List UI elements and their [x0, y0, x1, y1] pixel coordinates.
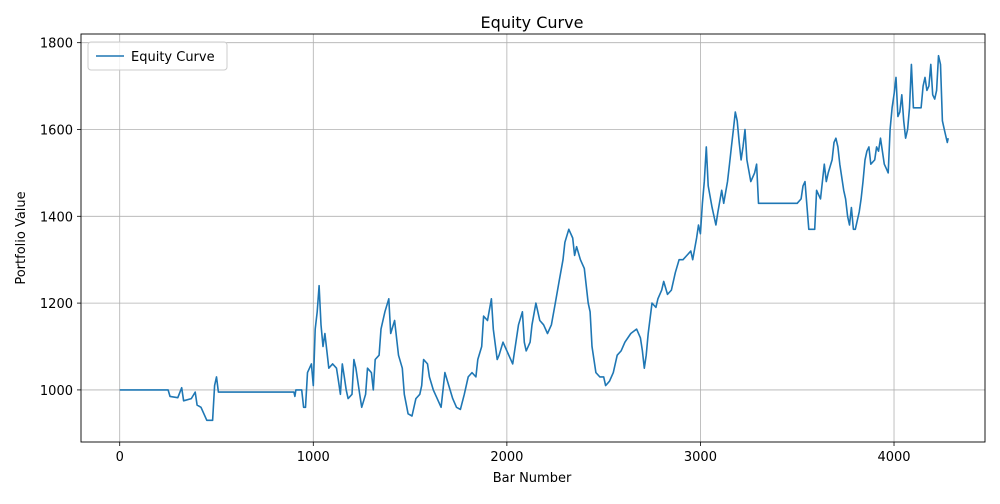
y-tick-label: 1200	[40, 297, 73, 312]
x-tick-label: 2000	[490, 450, 523, 465]
y-tick-label: 1800	[40, 37, 73, 52]
series-line-equity-curve	[119, 54, 949, 422]
legend-box	[87, 41, 228, 71]
legend-label-equity-curve: Equity Curve	[131, 50, 215, 65]
x-axis-label: Bar Number	[493, 471, 572, 486]
legend: Equity Curve	[87, 41, 228, 71]
x-tick-label: 4000	[877, 450, 910, 465]
y-tick-label: 1600	[40, 123, 73, 138]
plot-frame	[80, 33, 986, 443]
grid-lines	[81, 34, 985, 442]
y-axis-label: Portfolio Value	[14, 191, 29, 284]
x-tick-label: 3000	[684, 450, 717, 465]
y-tick-label: 1000	[40, 384, 73, 399]
chart-title: Equity Curve	[481, 13, 584, 32]
y-ticks: 1000 1200 1400 1600 1800	[40, 37, 81, 399]
y-tick-label: 1400	[40, 210, 73, 225]
x-ticks: 0 1000 2000 3000 4000	[116, 442, 911, 465]
x-tick-label: 1000	[297, 450, 330, 465]
series-layer	[119, 54, 949, 422]
x-tick-label: 0	[116, 450, 124, 465]
